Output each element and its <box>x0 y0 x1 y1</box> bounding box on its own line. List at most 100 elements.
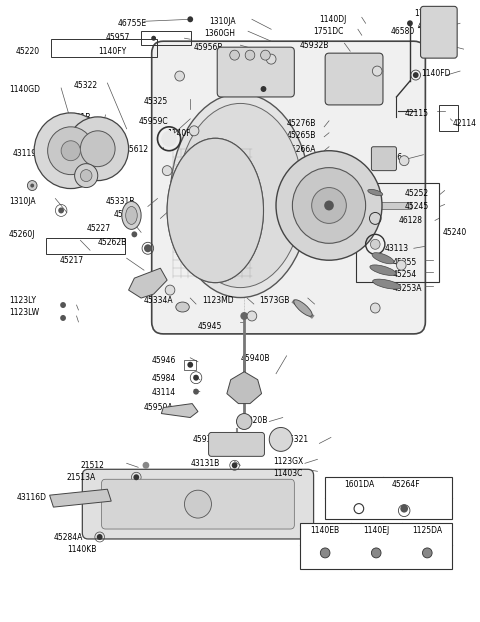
Polygon shape <box>227 372 262 404</box>
Text: 43114: 43114 <box>152 388 176 397</box>
Bar <box>356 183 439 282</box>
Text: 45945: 45945 <box>198 322 222 331</box>
Circle shape <box>237 414 252 429</box>
Text: 45217: 45217 <box>59 256 84 265</box>
Text: 45451B: 45451B <box>61 113 91 122</box>
Ellipse shape <box>178 103 303 287</box>
Text: 45227: 45227 <box>86 225 110 233</box>
Text: 45331B: 45331B <box>106 197 135 205</box>
Text: 45216: 45216 <box>379 153 403 162</box>
Circle shape <box>399 156 409 165</box>
Text: 45280: 45280 <box>223 493 247 502</box>
FancyBboxPatch shape <box>372 147 396 170</box>
Circle shape <box>60 302 66 308</box>
Text: 45946: 45946 <box>152 356 176 364</box>
Ellipse shape <box>126 207 137 225</box>
Circle shape <box>143 462 149 469</box>
Circle shape <box>30 183 34 188</box>
Text: 45253A: 45253A <box>393 284 422 293</box>
Bar <box>51 39 157 57</box>
Circle shape <box>67 117 129 180</box>
Ellipse shape <box>370 265 396 276</box>
Circle shape <box>372 66 382 76</box>
Text: 45950A: 45950A <box>144 402 174 412</box>
Circle shape <box>144 244 152 253</box>
Text: 45931B: 45931B <box>192 435 222 445</box>
Text: 45940B: 45940B <box>240 354 270 363</box>
Circle shape <box>261 50 270 60</box>
Bar <box>325 477 452 519</box>
Text: 1125DA: 1125DA <box>412 526 443 535</box>
Text: 1310JA: 1310JA <box>9 197 36 205</box>
Text: 45920B: 45920B <box>239 415 268 425</box>
Text: 1140EJ: 1140EJ <box>363 526 389 535</box>
Text: 1123GX: 1123GX <box>273 457 303 466</box>
Ellipse shape <box>167 138 264 282</box>
Circle shape <box>60 315 66 321</box>
Circle shape <box>247 311 257 321</box>
Text: 1140KB: 1140KB <box>67 545 96 554</box>
Text: 1360GH: 1360GH <box>204 29 235 39</box>
Text: 46128: 46128 <box>398 216 422 225</box>
Text: 1601DA: 1601DA <box>344 480 374 490</box>
Text: 45332: 45332 <box>113 210 137 220</box>
Circle shape <box>81 131 115 167</box>
Circle shape <box>266 54 276 64</box>
Text: 45322: 45322 <box>73 81 98 90</box>
Text: 45255: 45255 <box>393 258 417 267</box>
Text: 45334A: 45334A <box>144 296 174 305</box>
Text: 21512: 21512 <box>81 462 104 470</box>
Text: 45245: 45245 <box>404 203 429 211</box>
Circle shape <box>413 72 419 78</box>
Text: 45959C: 45959C <box>138 117 168 126</box>
Text: 45264F: 45264F <box>392 480 420 490</box>
Text: 45252: 45252 <box>404 188 428 198</box>
Circle shape <box>187 16 193 22</box>
Bar <box>300 523 452 569</box>
Circle shape <box>407 21 413 26</box>
Bar <box>141 31 191 45</box>
Text: 1140FD: 1140FD <box>421 69 451 78</box>
Circle shape <box>372 548 381 558</box>
Circle shape <box>269 427 292 452</box>
Ellipse shape <box>271 429 290 449</box>
Text: 45612: 45612 <box>125 145 149 154</box>
Circle shape <box>27 180 37 190</box>
Text: 1123LY: 1123LY <box>9 296 36 305</box>
Text: 45956B: 45956B <box>194 43 224 52</box>
Circle shape <box>175 71 184 81</box>
Circle shape <box>162 165 172 175</box>
Circle shape <box>193 389 199 394</box>
Circle shape <box>400 504 408 513</box>
Circle shape <box>292 168 366 243</box>
Circle shape <box>189 126 199 136</box>
Circle shape <box>81 170 92 182</box>
FancyBboxPatch shape <box>217 47 294 97</box>
Ellipse shape <box>176 302 189 312</box>
Text: 11403C: 11403C <box>273 469 302 478</box>
Text: 43119: 43119 <box>13 149 37 158</box>
Ellipse shape <box>170 93 310 297</box>
Ellipse shape <box>122 202 141 230</box>
Text: 45265B: 45265B <box>287 131 316 140</box>
Text: 46580: 46580 <box>391 27 415 36</box>
Text: 1123LW: 1123LW <box>9 308 39 317</box>
Circle shape <box>371 239 380 249</box>
Text: 45260J: 45260J <box>9 230 36 239</box>
FancyBboxPatch shape <box>102 479 294 529</box>
Text: 1140FY: 1140FY <box>98 47 126 56</box>
Circle shape <box>276 151 382 260</box>
Text: 45284A: 45284A <box>53 533 83 542</box>
Bar <box>363 203 411 210</box>
Circle shape <box>165 285 175 295</box>
Text: 43113: 43113 <box>385 244 409 253</box>
FancyBboxPatch shape <box>325 53 383 105</box>
Circle shape <box>97 534 103 540</box>
Text: 45240: 45240 <box>443 228 467 238</box>
Circle shape <box>161 131 177 147</box>
Circle shape <box>132 231 137 238</box>
Circle shape <box>324 200 334 210</box>
Circle shape <box>422 548 432 558</box>
Circle shape <box>232 462 238 468</box>
Ellipse shape <box>368 189 383 196</box>
